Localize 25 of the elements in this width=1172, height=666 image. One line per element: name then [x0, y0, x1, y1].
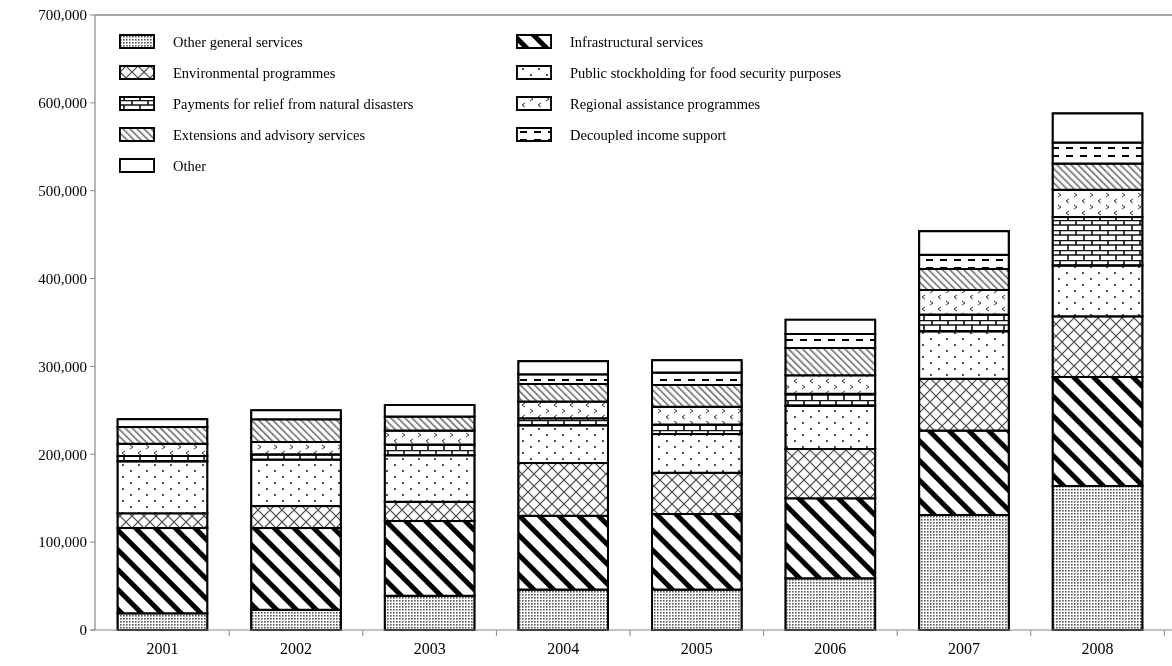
x-tick-label: 2003: [413, 640, 446, 657]
x-tick-label: 2005: [680, 640, 713, 657]
legend-label: Regional assistance programmes: [570, 96, 761, 113]
y-tick-label: 0: [79, 622, 87, 639]
x-tick-label: 2002: [280, 640, 313, 657]
legend-label: Other: [173, 158, 207, 175]
legend-label: Decoupled income support: [570, 127, 727, 144]
legend-label: Public stockholding for food security purposes: [570, 65, 842, 82]
x-tick-label: 2004: [547, 640, 580, 657]
y-tick-label: 400,000: [38, 270, 87, 287]
x-tick-label: 2001: [146, 640, 179, 657]
legend-label: Other general services: [173, 34, 303, 51]
y-tick-label: 200,000: [38, 446, 87, 463]
y-tick-label: 300,000: [38, 358, 87, 375]
legend-label: Environmental programmes: [173, 65, 336, 82]
y-tick-label: 700,000: [38, 7, 87, 24]
legend-label: Extensions and advisory services: [173, 127, 366, 144]
y-tick-label: 500,000: [38, 182, 87, 199]
legend-label: Infrastructural services: [570, 34, 704, 51]
x-tick-label: 2008: [1081, 640, 1114, 657]
x-tick-label: 2007: [947, 640, 980, 657]
y-tick-label: 600,000: [38, 95, 87, 112]
x-tick-label: 2006: [814, 640, 847, 657]
y-tick-label: 100,000: [38, 534, 87, 551]
legend-label: Payments for relief from natural disasters: [173, 96, 414, 113]
